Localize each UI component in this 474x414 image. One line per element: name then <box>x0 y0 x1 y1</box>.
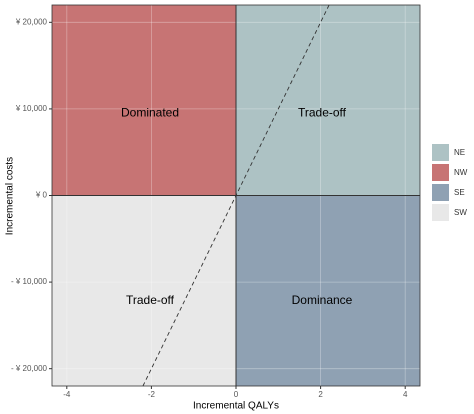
y-tick-label: ¥ 10,000 <box>15 104 48 113</box>
y-tick-label: ¥ 20,000 <box>15 17 48 26</box>
x-tick-label: -2 <box>148 390 156 399</box>
legend-label: SW <box>454 208 467 217</box>
x-tick-label: 2 <box>318 390 323 399</box>
legend-key <box>432 204 449 221</box>
quadrant-label: Dominance <box>292 293 353 307</box>
y-tick-label: - ¥ 10,000 <box>11 277 48 286</box>
quadrant-label: Trade-off <box>126 293 175 307</box>
quadrant-label: Trade-off <box>298 105 347 119</box>
x-tick-label: 0 <box>234 390 239 399</box>
threshold-line <box>142 4 330 387</box>
legend-label: NE <box>454 148 465 157</box>
x-tick-label: 4 <box>403 390 408 399</box>
quadrant-label: Dominated <box>121 105 179 119</box>
y-tick-label: - ¥ 20,000 <box>11 364 48 373</box>
x-axis-title: Incremental QALYs <box>193 401 279 412</box>
quadrant <box>52 195 236 386</box>
y-axis-title: Incremental costs <box>5 157 16 235</box>
legend-key <box>432 144 449 161</box>
quadrant <box>52 5 236 196</box>
y-tick-label: ¥ 0 <box>35 191 48 200</box>
quadrant <box>236 5 420 196</box>
legend-key <box>432 164 449 181</box>
legend-label: SE <box>454 188 465 197</box>
x-tick-label: -4 <box>63 390 71 399</box>
quadrant <box>236 195 420 386</box>
legend-label: NW <box>454 168 468 177</box>
legend-key <box>432 184 449 201</box>
